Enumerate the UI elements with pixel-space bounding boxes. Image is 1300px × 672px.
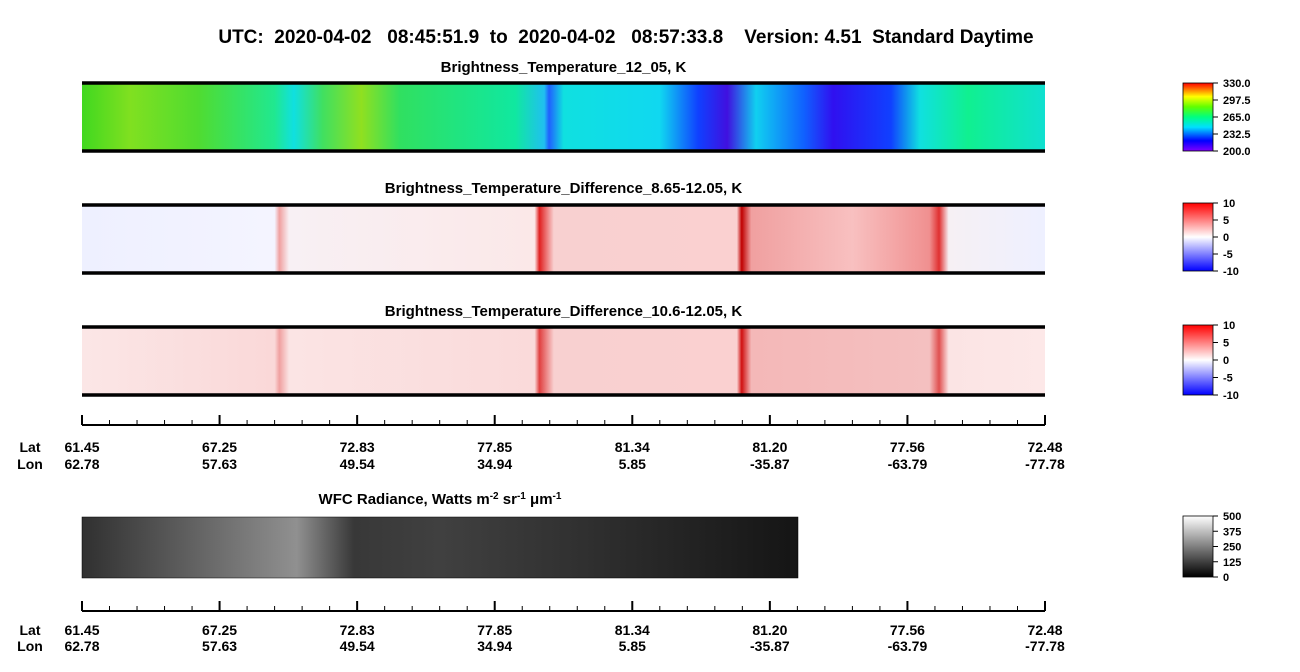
lon-label: -63.79 xyxy=(888,456,928,472)
colorbar-tick-label: 10 xyxy=(1223,198,1235,210)
axis-row-label: Lat xyxy=(20,439,41,455)
colorbar-tick-label: 5 xyxy=(1223,338,1229,350)
colorbar-tick-label: 500 xyxy=(1223,511,1241,523)
heatmap-image xyxy=(81,516,799,579)
colorbar-tick-label: -10 xyxy=(1223,390,1239,402)
heatmap-image xyxy=(82,84,1045,150)
colorbar-tick-label: 330.0 xyxy=(1223,78,1251,90)
lat-label: 81.34 xyxy=(615,439,650,455)
lat-label: 67.25 xyxy=(202,439,237,455)
lon-label: -63.79 xyxy=(888,638,928,654)
lat-label: 77.56 xyxy=(890,439,925,455)
lat-label: 61.45 xyxy=(64,622,99,638)
colorbar-tick-label: -5 xyxy=(1223,373,1233,385)
page-title: UTC: 2020-04-02 08:45:51.9 to 2020-04-02… xyxy=(218,27,1033,48)
lat-label: 72.48 xyxy=(1027,439,1062,455)
colorbar-tick-label: 0 xyxy=(1223,572,1229,584)
axis-row-label: Lon xyxy=(17,638,43,654)
colorbar-tick-label: 0 xyxy=(1223,232,1229,244)
title-part: -1 xyxy=(553,491,562,502)
colorbar-tick-label: 125 xyxy=(1223,557,1241,569)
panel-title: Brightness_Temperature_Difference_8.65-1… xyxy=(385,180,743,197)
lat-label: 67.25 xyxy=(202,622,237,638)
colorbar-tick-label: 200.0 xyxy=(1223,146,1251,158)
lat-label: 77.85 xyxy=(477,439,512,455)
colorbar-tick-label: 265.0 xyxy=(1223,112,1251,124)
lat-label: 81.20 xyxy=(752,439,787,455)
lon-label: -35.87 xyxy=(750,638,790,654)
lat-label: 81.20 xyxy=(752,622,787,638)
panel-title: Brightness_Temperature_12_05, K xyxy=(441,59,687,76)
colorbar xyxy=(1182,202,1214,272)
lon-label: -77.78 xyxy=(1025,456,1065,472)
lon-label: 34.94 xyxy=(477,456,512,472)
colorbar-tick-label: 5 xyxy=(1223,215,1229,227)
lon-label: -77.78 xyxy=(1025,638,1065,654)
lon-label: 57.63 xyxy=(202,456,237,472)
heatmap-image xyxy=(82,206,1045,272)
colorbar-tick-label: 232.5 xyxy=(1223,129,1251,141)
lat-label: 72.83 xyxy=(340,439,375,455)
colorbar-tick-label: -10 xyxy=(1223,266,1239,278)
axis-row-label: Lat xyxy=(20,622,41,638)
title-part: -1 xyxy=(517,491,526,502)
lon-label: -35.87 xyxy=(750,456,790,472)
lat-label: 72.83 xyxy=(340,622,375,638)
colorbar xyxy=(1182,515,1214,578)
colorbar-tick-label: 250 xyxy=(1223,542,1241,554)
lat-label: 77.85 xyxy=(477,622,512,638)
colorbar-tick-label: -5 xyxy=(1223,249,1233,261)
axis-row-label: Lon xyxy=(17,456,43,472)
title-part: sr xyxy=(499,491,518,508)
lat-label: 61.45 xyxy=(64,439,99,455)
lon-label: 62.78 xyxy=(64,638,99,654)
panel-title: Brightness_Temperature_Difference_10.6-1… xyxy=(385,303,743,320)
heatmap-image xyxy=(82,328,1045,394)
colorbar-tick-label: 375 xyxy=(1223,526,1241,538)
colorbar-tick-label: 0 xyxy=(1223,355,1229,367)
lon-label: 49.54 xyxy=(340,456,375,472)
title-part: μm xyxy=(526,491,553,508)
colorbar xyxy=(1182,324,1214,396)
title-part: -2 xyxy=(490,491,499,502)
colorbar xyxy=(1182,82,1214,152)
lat-label: 77.56 xyxy=(890,622,925,638)
lon-label: 57.63 xyxy=(202,638,237,654)
lat-label: 72.48 xyxy=(1027,622,1062,638)
lat-label: 81.34 xyxy=(615,622,650,638)
lon-label: 62.78 xyxy=(64,456,99,472)
title-part: WFC Radiance, Watts m xyxy=(319,491,490,508)
colorbar-tick-label: 297.5 xyxy=(1223,95,1251,107)
lon-label: 49.54 xyxy=(340,638,375,654)
lon-label: 5.85 xyxy=(619,456,646,472)
colorbar-tick-label: 10 xyxy=(1223,320,1235,332)
lon-label: 5.85 xyxy=(619,638,646,654)
panel-title: WFC Radiance, Watts m-2 sr-1 μm-1 xyxy=(319,491,562,509)
lon-label: 34.94 xyxy=(477,638,512,654)
